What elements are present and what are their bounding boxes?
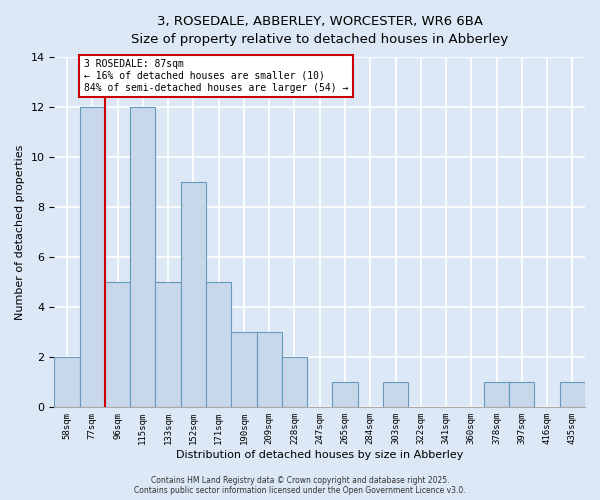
Bar	[231, 332, 257, 407]
X-axis label: Distribution of detached houses by size in Abberley: Distribution of detached houses by size …	[176, 450, 463, 460]
Bar	[484, 382, 509, 407]
Text: 3 ROSEDALE: 87sqm
← 16% of detached houses are smaller (10)
84% of semi-detached: 3 ROSEDALE: 87sqm ← 16% of detached hous…	[84, 60, 349, 92]
Bar	[383, 382, 408, 407]
Bar	[130, 107, 155, 408]
Title: 3, ROSEDALE, ABBERLEY, WORCESTER, WR6 6BA
Size of property relative to detached : 3, ROSEDALE, ABBERLEY, WORCESTER, WR6 6B…	[131, 15, 508, 46]
Bar	[105, 282, 130, 408]
Bar	[509, 382, 535, 407]
Text: Contains HM Land Registry data © Crown copyright and database right 2025.
Contai: Contains HM Land Registry data © Crown c…	[134, 476, 466, 495]
Bar	[257, 332, 282, 407]
Bar	[560, 382, 585, 407]
Bar	[206, 282, 231, 408]
Bar	[181, 182, 206, 408]
Bar	[332, 382, 358, 407]
Y-axis label: Number of detached properties: Number of detached properties	[15, 144, 25, 320]
Bar	[80, 107, 105, 408]
Bar	[55, 358, 80, 408]
Bar	[155, 282, 181, 408]
Bar	[282, 358, 307, 408]
